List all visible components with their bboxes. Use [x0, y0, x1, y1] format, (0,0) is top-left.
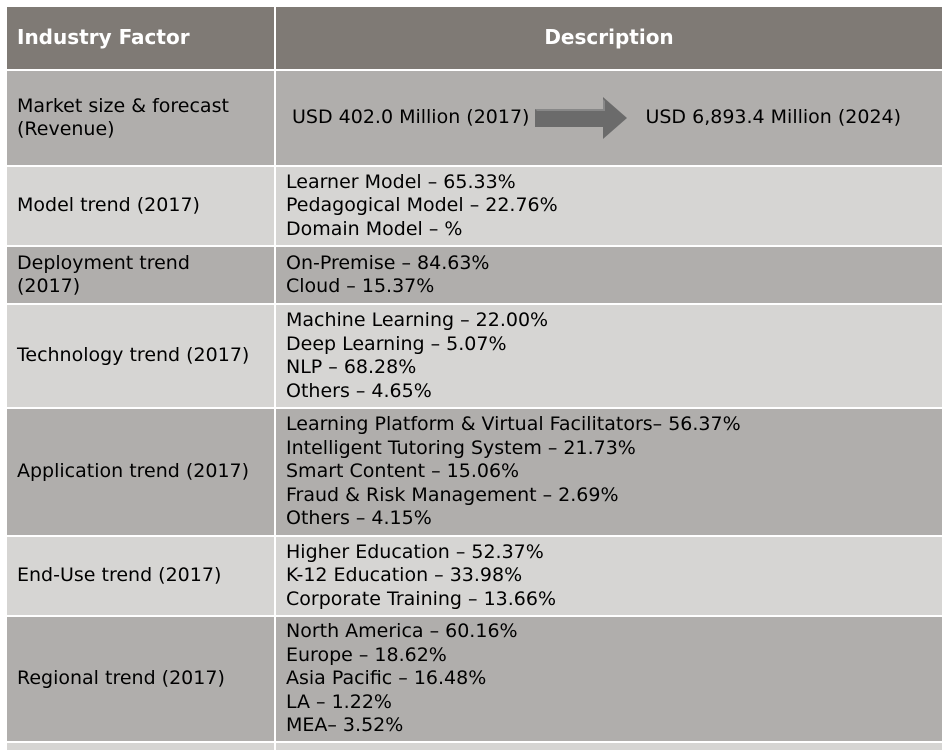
arrow-right-icon: [535, 97, 628, 139]
list-item: Europe – 18.62%: [286, 643, 447, 666]
regional-trend-label: Regional trend (2017): [7, 617, 274, 741]
strip-left: [7, 743, 274, 750]
list-item: Domain Model – %: [286, 217, 463, 240]
model-trend-values: Learner Model – 65.33% Pedagogical Model…: [276, 167, 942, 245]
regional-trend-values: North America – 60.16% Europe – 18.62% A…: [276, 617, 942, 741]
forecast-description: USD 402.0 Million (2017) USD 6,893.4 Mil…: [276, 71, 942, 165]
list-item: Asia Pacific – 16.48%: [286, 667, 487, 690]
list-item: Fraud & Risk Management – 2.69%: [286, 483, 619, 506]
list-item: K-12 Education – 33.98%: [286, 564, 523, 587]
list-item: Higher Education – 52.37%: [286, 540, 544, 563]
deployment-trend-label-text: Deployment trend (2017): [17, 251, 190, 298]
list-item: LA – 1.22%: [286, 690, 392, 713]
list-item: Smart Content – 15.06%: [286, 460, 520, 483]
list-item: MEA– 3.52%: [286, 714, 404, 737]
forecast-label-text: Market size & forecast (Revenue): [17, 94, 229, 141]
deployment-trend-label: Deployment trend (2017): [7, 247, 274, 303]
technology-trend-values: Machine Learning – 22.00% Deep Learning …: [276, 305, 942, 407]
deployment-trend-values: On-Premise – 84.63% Cloud – 15.37%: [276, 247, 942, 303]
forecast-to: USD 6,893.4 Million (2024): [645, 106, 902, 129]
list-item: North America – 60.16%: [286, 620, 518, 643]
forecast-label: Market size & forecast (Revenue): [7, 71, 274, 165]
table-continuation-strip: [7, 743, 942, 750]
list-item: Deep Learning – 5.07%: [286, 332, 507, 355]
model-trend-label: Model trend (2017): [7, 167, 274, 245]
list-item: Corporate Training – 13.66%: [286, 587, 557, 610]
list-item: NLP – 68.28%: [286, 356, 417, 378]
strip-right: [276, 743, 942, 750]
application-trend-values: Learning Platform & Virtual Facilitators…: [276, 409, 942, 535]
list-item: Learning Platform & Virtual Facilitators…: [286, 413, 741, 436]
industry-factor-table: Industry Factor Description Market size …: [7, 7, 942, 741]
list-item: Cloud – 15.37%: [286, 275, 435, 297]
header-description: Description: [276, 7, 942, 69]
list-item: Intelligent Tutoring System – 21.73%: [286, 436, 636, 459]
application-trend-label: Application trend (2017): [7, 409, 274, 535]
forecast-from: USD 402.0 Million (2017): [292, 106, 530, 129]
technology-trend-label: Technology trend (2017): [7, 305, 274, 407]
list-item: On-Premise – 84.63%: [286, 251, 490, 274]
list-item: Others – 4.65%: [286, 379, 432, 402]
list-item: Pedagogical Model – 22.76%: [286, 194, 558, 217]
list-item: Machine Learning – 22.00%: [286, 309, 549, 331]
end-use-trend-values: Higher Education – 52.37% K-12 Education…: [276, 537, 942, 615]
list-item: Learner Model – 65.33%: [286, 170, 516, 193]
end-use-trend-label: End-Use trend (2017): [7, 537, 274, 615]
list-item: Others – 4.15%: [286, 507, 432, 530]
header-industry-factor: Industry Factor: [7, 7, 274, 69]
